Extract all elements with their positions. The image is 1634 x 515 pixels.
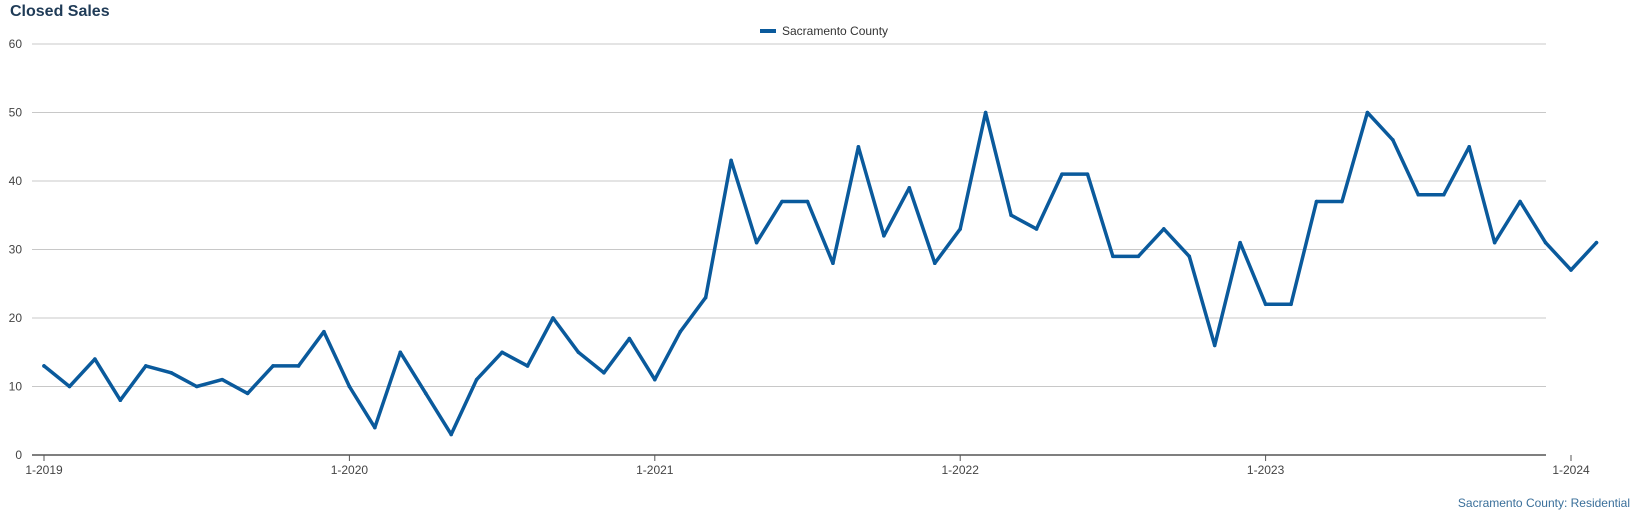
x-tick-label: 1-2019 [25,463,63,477]
x-axis: 1-2019 1-2020 1-2021 1-2022 1-2023 1-2024 [25,454,1590,477]
data-point [118,398,123,403]
data-point [1060,172,1064,176]
data-point [1543,240,1548,245]
data-point [67,384,72,389]
data-point [1263,302,1268,307]
data-point [703,295,708,300]
data-point [907,186,912,190]
data-point [1365,110,1370,115]
legend-label: Sacramento County [782,24,889,38]
data-point [220,377,224,382]
data-point [1492,240,1497,245]
y-tick-label: 0 [15,448,22,462]
data-point [525,364,530,368]
chart-title: Closed Sales [10,3,110,20]
gridlines [32,43,1546,387]
data-point [627,336,632,341]
data-point [754,240,759,245]
data-point [932,261,937,266]
data-point [1391,138,1395,142]
x-tick-label: 1-2023 [1247,463,1285,477]
data-point [1111,254,1115,259]
data-point [1187,254,1192,259]
y-tick-label: 20 [9,311,23,325]
data-point [576,350,581,355]
data-point [271,364,275,368]
data-point [1340,199,1344,204]
series-group [42,110,1599,437]
data-point [93,357,97,361]
footer-source: Sacramento County: Residential [1457,496,1630,510]
y-tick-label: 10 [9,380,23,394]
data-point [1212,343,1217,348]
data-point [474,377,479,382]
x-tick-label: 1-2022 [942,463,980,477]
data-point [398,350,403,355]
data-point [1441,192,1446,197]
data-point [551,316,555,320]
data-point [1518,199,1522,204]
x-tick-label: 1-2024 [1552,463,1590,477]
data-point [1085,172,1090,176]
data-point [1569,268,1573,272]
legend-swatch [760,29,776,33]
data-point [245,391,250,396]
data-point [296,364,301,368]
data-point [882,234,886,238]
data-point [449,432,454,437]
data-point [1162,227,1166,231]
data-point [1238,240,1242,245]
data-point [958,227,962,231]
data-point [1034,227,1039,231]
y-tick-label: 60 [9,37,23,51]
data-point [1289,302,1293,307]
data-point [729,158,733,163]
data-point [144,364,148,368]
data-point [322,329,326,334]
x-tick-label: 1-2021 [636,463,674,477]
y-tick-label: 50 [9,106,23,120]
data-point [500,350,504,355]
y-axis-ticks: 0 10 20 30 40 50 60 [9,37,23,462]
data-point [1009,213,1013,218]
data-point [373,425,377,430]
data-point [805,199,810,204]
legend: Sacramento County [760,24,888,38]
data-point [1314,199,1319,204]
data-point [1594,240,1599,245]
data-point [42,364,46,368]
data-point [1136,254,1141,259]
data-point [169,371,174,375]
data-point [856,144,861,149]
data-point [347,384,352,389]
data-point [678,329,683,334]
data-point [780,199,784,204]
y-tick-label: 30 [9,243,23,257]
series-line [42,110,1599,437]
data-point [1467,144,1471,149]
data-point [423,391,428,396]
data-point [983,110,988,115]
x-tick-label: 1-2020 [331,463,369,477]
data-point [194,384,199,389]
y-tick-label: 40 [9,174,23,188]
data-point [831,261,835,266]
data-point [653,377,657,382]
data-point [1416,192,1421,197]
data-point [602,371,606,375]
